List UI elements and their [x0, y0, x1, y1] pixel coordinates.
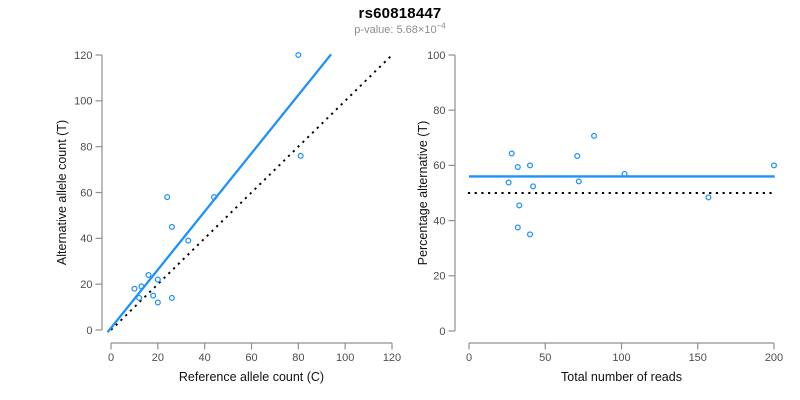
data-point [154, 276, 161, 283]
data-point [211, 194, 218, 201]
y-tick-label: 20 [433, 271, 445, 283]
y-axis-title: Percentage alternative (T) [416, 121, 430, 266]
allele-counts-scatter: 0 20 40 60 80 100 120 0 20 40 60 80 100 120 Reference … [55, 50, 401, 384]
data-point [295, 51, 302, 59]
y-tick-label: 100 [427, 50, 445, 62]
data-point [185, 237, 192, 244]
data-point [514, 224, 521, 231]
x-tick-label: 150 [689, 352, 707, 364]
data-point [150, 292, 157, 299]
data-point [705, 194, 712, 201]
percentage-vs-reads-scatter: 0 50 100 150 200 0 20 40 60 80 100 Total number of … [416, 50, 783, 384]
data-point [138, 283, 145, 290]
data-point [526, 231, 534, 238]
snp-title: rs60818447 [358, 5, 442, 22]
y-tick-label: 20 [80, 279, 92, 291]
data-point [770, 162, 778, 169]
data-point [168, 223, 175, 230]
data-point [514, 164, 521, 171]
x-tick-label: 0 [108, 352, 114, 364]
y-tick-label: 0 [86, 325, 92, 337]
x-tick-label: 20 [152, 352, 164, 364]
data-point [131, 285, 138, 292]
y-tick-label: 100 [74, 96, 92, 108]
x-axis-title: Reference allele count (C) [179, 370, 324, 384]
y-tick-label: 60 [80, 187, 92, 199]
data-point [575, 178, 582, 185]
fit-line [106, 53, 333, 334]
x-tick-label: 120 [383, 352, 401, 364]
y-tick-label: 80 [433, 105, 445, 117]
data-point [164, 194, 171, 201]
p-value-text: p-value: 5.68×10 [354, 24, 437, 36]
x-tick-label: 60 [245, 352, 257, 364]
data-point [168, 294, 175, 301]
y-tick-label: 40 [80, 233, 92, 245]
identity-line [110, 55, 392, 331]
data-point [505, 179, 512, 186]
x-tick-label: 0 [466, 352, 472, 364]
x-axis-title: Total number of reads [561, 370, 682, 384]
data-point [145, 271, 152, 279]
p-value-subtitle: p-value: 5.68×10−4 [0, 21, 800, 36]
data-point [516, 202, 523, 209]
data-point [136, 294, 143, 301]
data-point [297, 152, 304, 159]
y-tick-label: 80 [80, 141, 92, 153]
data-point [591, 132, 598, 139]
x-tick-label: 40 [199, 352, 211, 364]
x-tick-label: 80 [292, 352, 304, 364]
x-tick-label: 100 [336, 352, 354, 364]
y-axis-title: Alternative allele count (T) [55, 120, 69, 265]
data-point [154, 299, 161, 306]
y-tick-label: 40 [433, 215, 445, 227]
x-tick-label: 200 [765, 352, 783, 364]
data-point [508, 150, 515, 157]
data-point [530, 183, 537, 190]
data-point [526, 162, 534, 169]
x-tick-label: 100 [612, 352, 630, 364]
y-tick-label: 0 [439, 326, 445, 338]
data-point [574, 152, 581, 160]
y-tick-label: 60 [433, 160, 445, 172]
y-tick-label: 120 [74, 50, 92, 62]
x-tick-label: 50 [539, 352, 551, 364]
data-point [621, 170, 628, 177]
p-value-exponent: −4 [436, 21, 446, 31]
